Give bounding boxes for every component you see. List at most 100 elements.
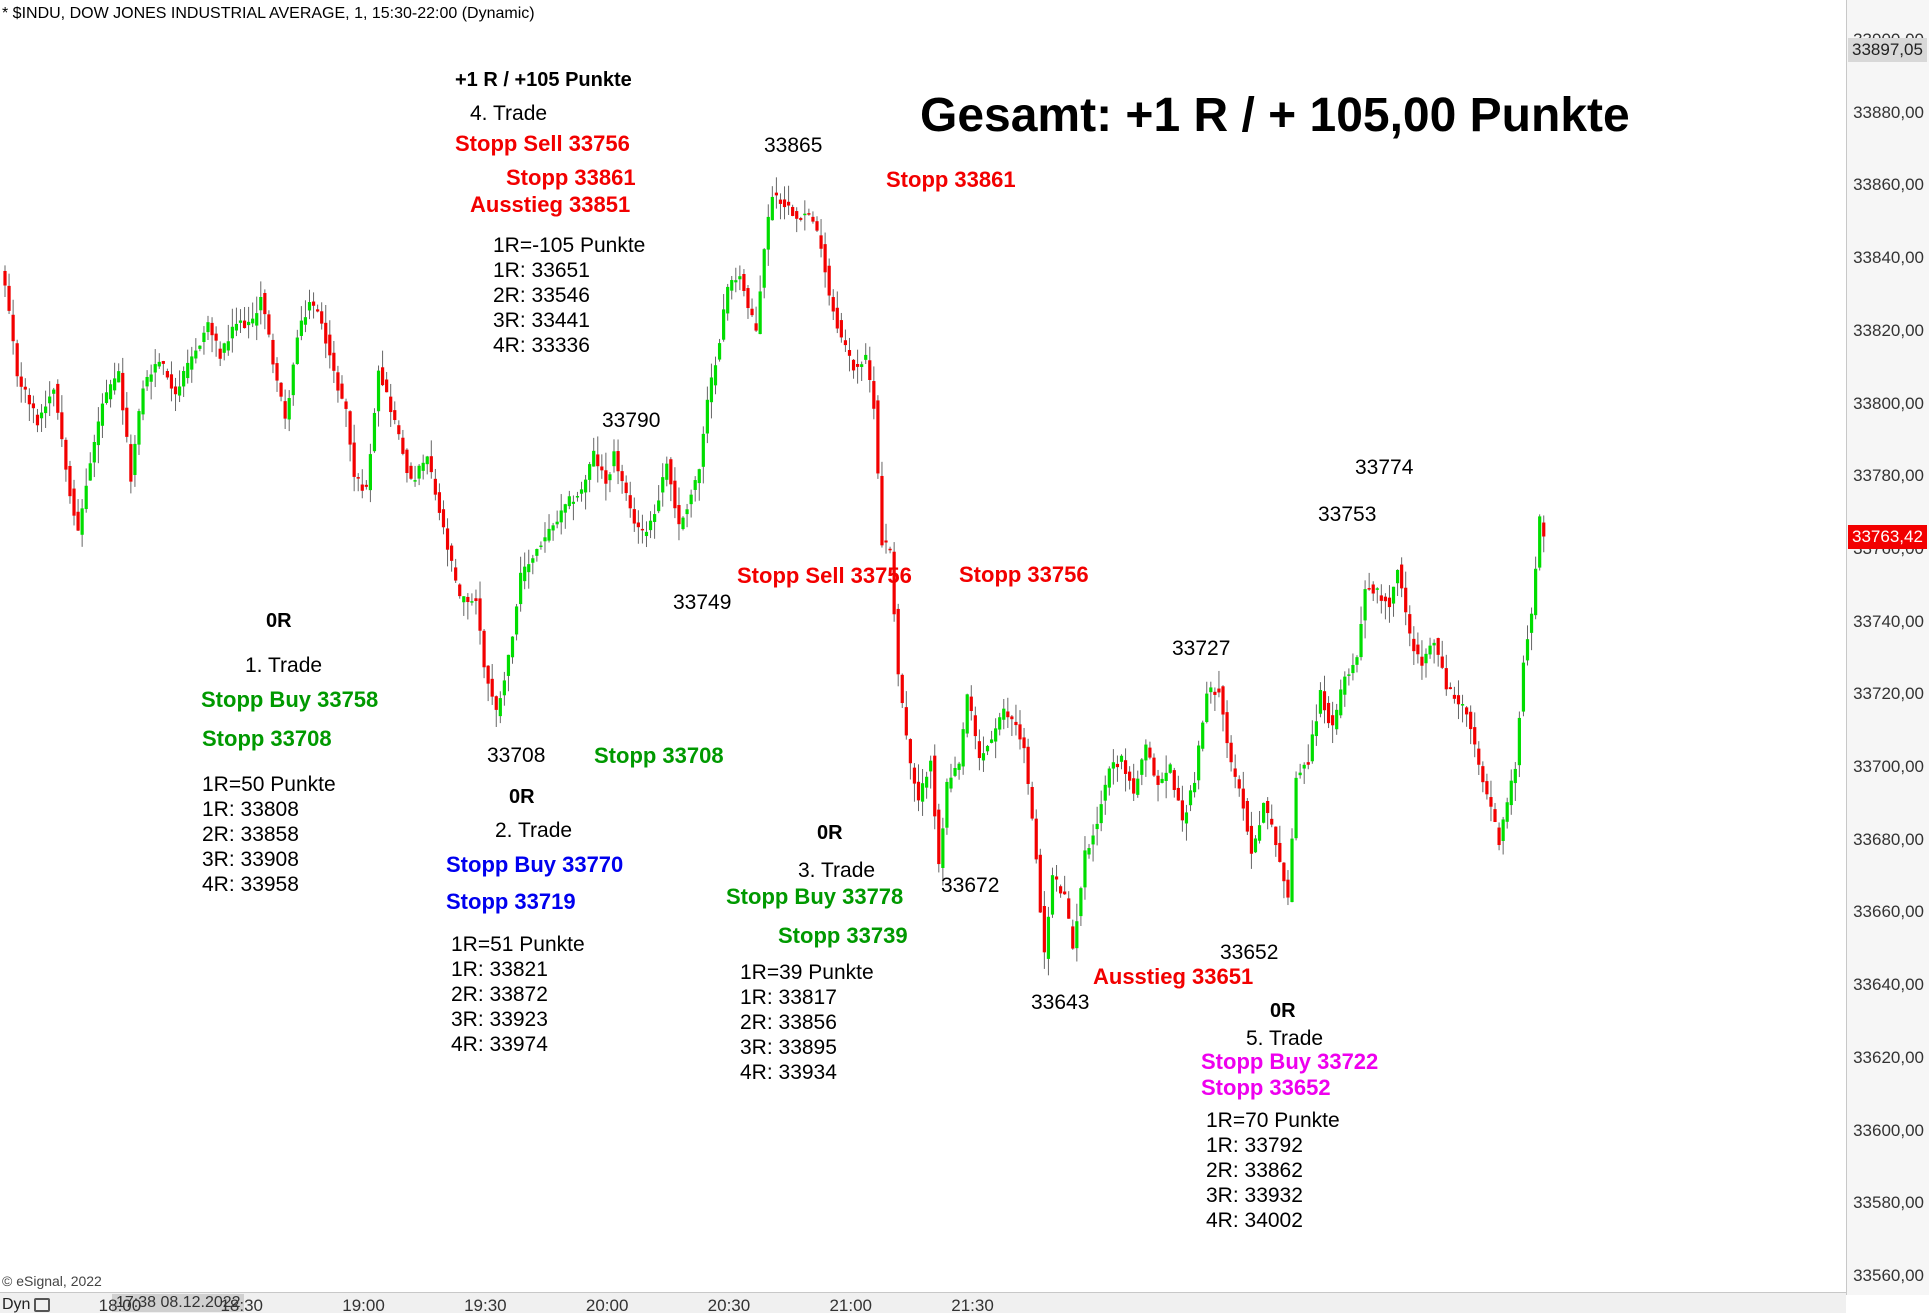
candle-down [1465,707,1469,715]
candle-up [953,768,957,776]
candle-down [1123,760,1128,774]
trade4-target-2r: 2R: 33546 [493,284,590,307]
candle-down [900,674,904,704]
candle-down [466,596,470,603]
lock-icon[interactable] [34,1298,51,1312]
candle-up [1192,782,1197,793]
candle-up [994,728,998,742]
candle-down [1237,779,1241,789]
time-axis[interactable]: Dyn 17:38 08.12.2022 18:00 18:30 19:00 19:3… [0,1292,1846,1315]
candle-up [291,364,295,396]
candle-up [84,485,88,510]
candle-down [1176,787,1180,801]
price-tick: 33580,00 [1853,1193,1924,1213]
candle-up [141,388,145,415]
candle-down [409,465,413,479]
candle-down [348,411,352,445]
candle-up [1318,690,1323,714]
candle-up [559,510,563,523]
time-tick: 20:30 [707,1296,751,1315]
price-chart[interactable] [0,0,1846,1292]
trade1-targets: 1R=50 Punkte 1R: 33808 2R: 33858 3R: 339… [202,772,336,897]
candle-up [803,213,807,216]
trade1-target-2r: 2R: 33858 [202,823,299,846]
candle-up [1355,657,1359,665]
candle-up [1343,676,1347,695]
candle-down [1229,742,1233,763]
candle-down [1440,656,1444,668]
candle-up [153,364,157,373]
price-tick: 33680,00 [1853,829,1924,849]
trade2-target-4r: 4R: 33974 [451,1033,548,1056]
candle-down [380,367,385,386]
candle-down [1456,695,1461,705]
candle-down [482,630,486,668]
candle-up [1095,823,1099,830]
price-axis[interactable]: 33560,00 33580,00 33600,00 33620,00 33640,00… [1846,0,1929,1295]
candle-up [510,636,515,658]
candle-down [1400,564,1404,589]
candle-down [437,492,442,513]
candle-down [218,348,222,359]
candle-up [1395,569,1400,584]
candle-up [579,489,584,494]
candle-up [222,343,226,353]
swing-label: 33753 [1318,503,1377,526]
candle-up [117,371,121,383]
price-tick: 33620,00 [1853,1047,1924,1067]
candle-down [628,495,632,509]
candle-up [738,276,742,280]
candle-up [113,378,117,391]
candle-up [372,412,377,452]
candle-up [421,462,425,471]
swing-label: 33643 [1031,991,1090,1014]
candle-up [657,500,661,512]
candle-down [1225,712,1229,744]
candle-up [583,479,588,493]
candle-up [1136,778,1140,795]
candle-up [502,680,506,696]
candle-up [1262,802,1266,823]
time-tick: 18:00 [98,1296,142,1315]
candle-up [506,654,511,676]
candle-down [1383,596,1387,602]
candle-down [60,412,64,440]
candle-down [267,314,271,335]
candle-down [1416,644,1420,655]
candle-up [531,558,535,563]
candle-down [1217,688,1221,693]
price-tag-top: 33897,05 [1848,38,1927,62]
candle-down [742,274,746,291]
candle-down [356,477,360,479]
candle-down [1270,818,1274,825]
candle-up [1310,734,1314,762]
candle-up [567,496,571,507]
candle-down [750,308,754,316]
candle-down [271,339,275,365]
candle-down [344,401,348,409]
candle-up [653,514,657,522]
trade1-target-1r: 1R: 33808 [202,798,299,821]
candle-up [985,745,990,752]
candle-up [1083,850,1087,888]
candle-up [1144,744,1148,761]
candle-down [819,235,823,249]
candle-down [620,471,624,482]
swing-label: 33652 [1220,941,1279,964]
candle-up [287,398,291,420]
candle-up [563,504,567,513]
candle-up [1314,721,1318,737]
trade4-target-3r: 3R: 33441 [493,309,590,332]
trade3-risk: 1R=39 Punkte [740,961,874,984]
candle-up [612,451,616,467]
trade2-target-2r: 2R: 33872 [451,983,548,1006]
candle-up [238,320,243,323]
trade1-target-4r: 4R: 33958 [202,873,299,896]
candle-down [856,364,860,367]
candle-down [969,696,973,712]
candle-up [425,456,429,465]
candle-down [916,781,921,801]
candle-up [1351,664,1355,674]
candle-up [644,531,649,537]
candle-down [1379,595,1383,601]
